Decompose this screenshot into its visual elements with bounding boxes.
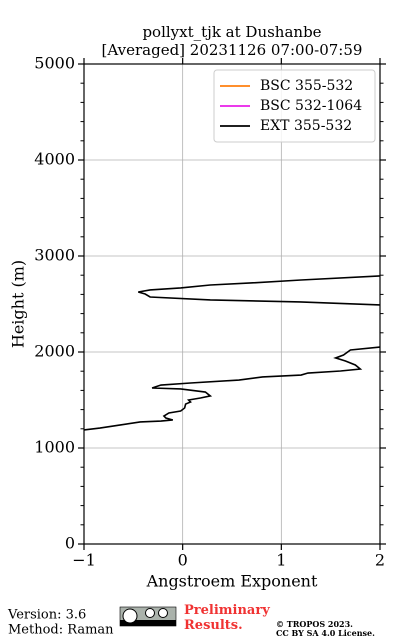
y-axis-label: Height (m) (9, 260, 28, 348)
x-axis-label: Angstroem Exponent (146, 572, 318, 591)
y-tick-label: 2000 (34, 342, 75, 361)
status-word: Results. (184, 618, 243, 633)
y-tick-label: 3000 (34, 246, 75, 265)
data-line (84, 275, 380, 431)
copyright: © TROPOS 2023. (276, 619, 353, 629)
x-tick-label: 1 (276, 551, 286, 570)
status-word: Preliminary (184, 603, 270, 618)
x-tick-label: −1 (72, 551, 96, 570)
status: Preliminary Results. (184, 603, 270, 633)
method: Method: Raman (8, 623, 114, 638)
chart-title: pollyxt_tjk at Dushanbe (142, 23, 321, 41)
version: Version: 3.6 (7, 608, 86, 623)
legend-box (213, 69, 376, 143)
legend-label: BSC 532-1064 (260, 98, 362, 114)
y-tick-label: 1000 (34, 438, 75, 457)
y-tick-label: 5000 (34, 54, 75, 73)
x-tick-label: 2 (375, 551, 385, 570)
license-logo (119, 606, 177, 627)
plot-frame (83, 63, 381, 545)
legend-label: EXT 355-532 (260, 118, 352, 134)
legend-label: BSC 355-532 (260, 78, 353, 94)
y-tick-label: 0 (65, 534, 75, 553)
y-tick-label: 4000 (34, 150, 75, 169)
chart-subtitle: [Averaged] 20231126 07:00-07:59 (102, 41, 363, 59)
x-tick-label: 0 (178, 551, 188, 570)
license: CC BY SA 4.0 License. (276, 628, 375, 638)
